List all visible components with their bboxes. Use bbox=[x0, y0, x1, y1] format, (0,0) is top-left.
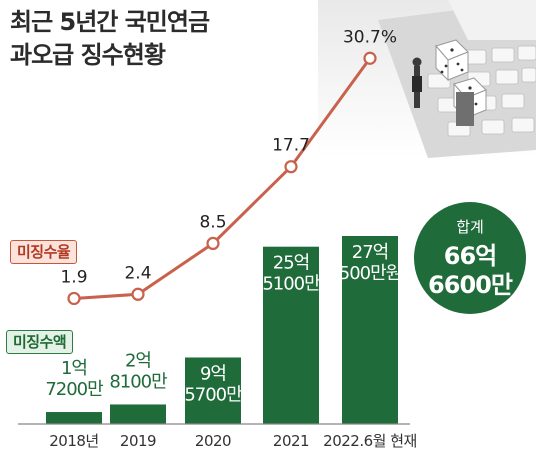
total-label: 합계 bbox=[456, 218, 484, 236]
rate-line bbox=[73, 57, 372, 300]
x-tick-label-4: 2022.6월 현재 bbox=[323, 432, 417, 450]
bar-label-1-1: 8100만 bbox=[109, 371, 167, 392]
bar-3 bbox=[263, 246, 319, 424]
total-value: 66억 6600만 bbox=[414, 242, 526, 300]
bar-2 bbox=[185, 357, 241, 424]
total-value-line-2: 6600만 bbox=[428, 271, 513, 299]
x-tick-label-0: 2018년 bbox=[49, 432, 98, 450]
x-tick-label-2: 2020 bbox=[195, 432, 231, 450]
title-line-1: 최근 5년간 국민연금 bbox=[10, 8, 210, 36]
bar-label-2-0: 9억 bbox=[200, 363, 226, 384]
chart-title: 최근 5년간 국민연금 과오급 징수현황 bbox=[10, 6, 310, 72]
total-badge: 합계 66억 6600만 bbox=[414, 202, 526, 314]
rate-label-0: 1.9 bbox=[60, 267, 87, 287]
bar-label-3-0: 25억 bbox=[273, 253, 309, 274]
legend-rate-tag: 미징수율 bbox=[10, 240, 78, 264]
bar-label-0-1: 7200만 bbox=[45, 379, 103, 400]
rate-label-4: 30.7% bbox=[343, 27, 397, 47]
bar-4 bbox=[342, 236, 398, 424]
bar-label-3-1: 5100만 bbox=[262, 274, 320, 295]
bar-label-2-1: 5700만 bbox=[184, 384, 242, 405]
rate-label-3: 17.7 bbox=[272, 136, 310, 156]
calculator-dice-photo bbox=[318, 0, 536, 158]
bar-0 bbox=[46, 412, 102, 424]
rate-point-3 bbox=[284, 160, 298, 174]
bar-label-1-0: 2억 bbox=[125, 350, 151, 371]
rate-point-0 bbox=[67, 291, 81, 306]
bar-label-0-0: 1억 bbox=[61, 358, 87, 379]
rate-label-2: 8.5 bbox=[199, 212, 226, 232]
title-line-2: 과오급 징수현황 bbox=[10, 41, 166, 69]
bar-label-4-1: 500만원 bbox=[339, 263, 401, 284]
legend-amount-tag: 미징수액 bbox=[6, 330, 74, 354]
total-value-line-1: 66억 bbox=[443, 242, 497, 270]
rate-point-4 bbox=[363, 51, 377, 65]
rate-point-1 bbox=[131, 287, 145, 301]
rate-label-1: 2.4 bbox=[124, 263, 151, 283]
x-tick-label-1: 2019 bbox=[120, 432, 156, 450]
bar-label-4-0: 27억 bbox=[352, 242, 388, 263]
bar-1 bbox=[110, 404, 166, 424]
x-tick-label-3: 2021 bbox=[273, 432, 309, 450]
rate-point-2 bbox=[206, 236, 220, 251]
